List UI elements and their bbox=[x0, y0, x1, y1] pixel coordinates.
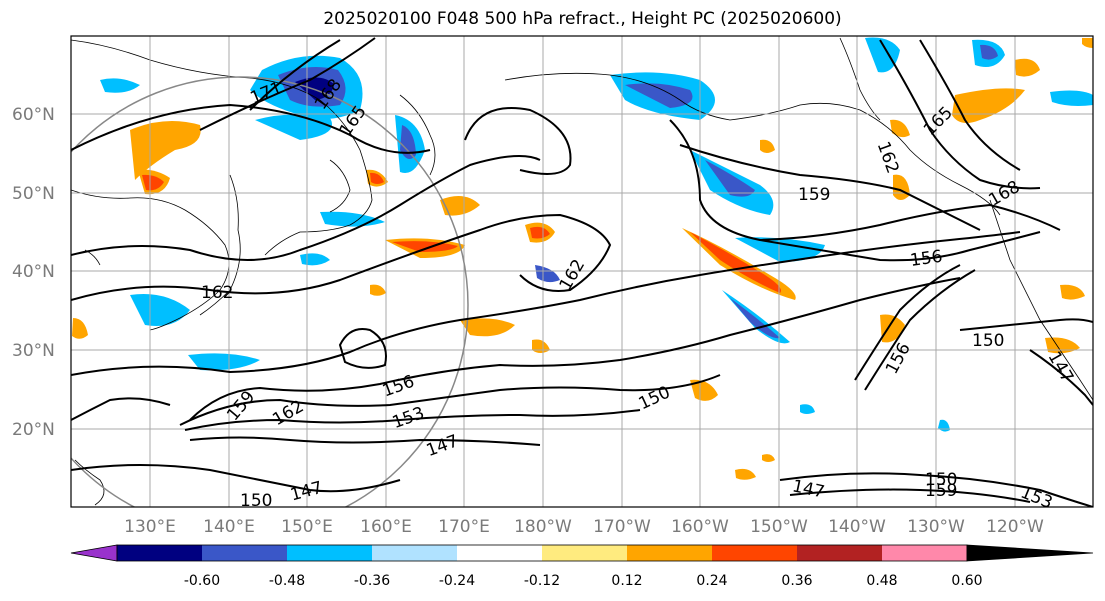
contour-label: 150 bbox=[972, 331, 1004, 351]
lon-label: 170°W bbox=[593, 517, 651, 537]
colorbar-tick: 0.36 bbox=[781, 573, 812, 589]
contour-label: 150 bbox=[925, 470, 957, 490]
graticule bbox=[71, 36, 1093, 507]
latitude-labels: 60°N 50°N 40°N 30°N 20°N bbox=[12, 105, 55, 440]
contour-label: 156 bbox=[909, 247, 944, 271]
colorbar-segment bbox=[202, 545, 287, 561]
colorbar-segment bbox=[627, 545, 712, 561]
contour-label: 162 bbox=[201, 283, 233, 303]
colorbar-segment bbox=[712, 545, 797, 561]
lon-label: 150°E bbox=[281, 517, 333, 537]
colorbar-extend-high bbox=[966, 544, 1094, 562]
map-title: 2025020100 F048 500 hPa refract., Height… bbox=[323, 9, 842, 29]
lon-label: 130°W bbox=[907, 517, 965, 537]
colorbar-segment bbox=[117, 545, 202, 561]
positive-anomaly-shading bbox=[72, 38, 1093, 480]
lon-label: 180°W bbox=[514, 517, 572, 537]
lon-label: 170°E bbox=[438, 517, 490, 537]
negative-anomaly-shading bbox=[100, 37, 1093, 432]
colorbar-tick: -0.24 bbox=[439, 573, 475, 589]
radius-circle bbox=[71, 76, 469, 507]
colorbar-tick: -0.48 bbox=[269, 573, 305, 589]
lat-label: 20°N bbox=[12, 420, 55, 440]
colorbar-tick: 0.24 bbox=[696, 573, 727, 589]
longitude-labels: 130°E 140°E 150°E 160°E 170°E 180°W 170°… bbox=[124, 517, 1044, 537]
lon-label: 160°E bbox=[360, 517, 412, 537]
lat-label: 50°N bbox=[12, 184, 55, 204]
colorbar: -0.60 -0.48 -0.36 -0.24 -0.12 0.12 0.24 … bbox=[70, 544, 1094, 589]
colorbar-segment bbox=[882, 545, 967, 561]
colorbar-extend-low bbox=[70, 544, 118, 562]
colorbar-segment bbox=[287, 545, 372, 561]
lon-label: 140°W bbox=[828, 517, 886, 537]
contour-label: 159 bbox=[798, 185, 830, 205]
plot-border bbox=[70, 35, 1094, 508]
lat-label: 40°N bbox=[12, 262, 55, 282]
colorbar-tick: 0.60 bbox=[951, 573, 982, 589]
colorbar-tick: -0.12 bbox=[524, 573, 560, 589]
colorbar-segment bbox=[457, 545, 542, 561]
lon-label: 120°W bbox=[986, 517, 1044, 537]
lat-label: 30°N bbox=[12, 341, 55, 361]
colorbar-segment bbox=[372, 545, 457, 561]
lat-label: 60°N bbox=[12, 105, 55, 125]
colorbar-tick: 0.48 bbox=[866, 573, 897, 589]
colorbar-tick: -0.36 bbox=[354, 573, 390, 589]
colorbar-segment bbox=[542, 545, 627, 561]
coastlines bbox=[71, 37, 1093, 506]
height-contours bbox=[71, 37, 1093, 507]
colorbar-tick: -0.60 bbox=[184, 573, 220, 589]
colorbar-segment bbox=[797, 545, 882, 561]
lon-label: 160°W bbox=[671, 517, 729, 537]
contour-label: 159 bbox=[925, 481, 957, 501]
colorbar-tick: 0.12 bbox=[611, 573, 642, 589]
lon-label: 140°E bbox=[203, 517, 255, 537]
lon-label: 150°W bbox=[750, 517, 808, 537]
contour-label: 150 bbox=[240, 491, 272, 511]
lon-label: 130°E bbox=[124, 517, 176, 537]
